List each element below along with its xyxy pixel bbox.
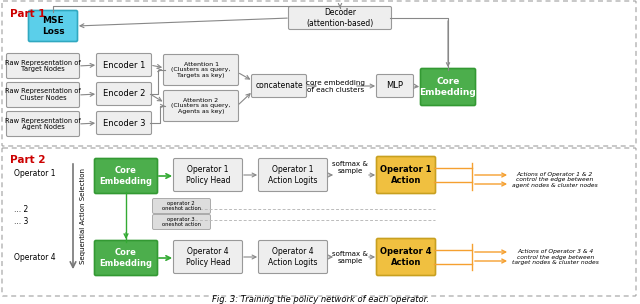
FancyBboxPatch shape	[420, 68, 476, 105]
FancyBboxPatch shape	[252, 74, 307, 98]
Text: operator 3
oneshot action: operator 3 oneshot action	[161, 216, 200, 227]
Text: Core
Embedding: Core Embedding	[420, 77, 476, 97]
Text: MSE
Loss: MSE Loss	[42, 16, 64, 36]
FancyBboxPatch shape	[95, 240, 157, 275]
Text: operator 2
oneshot action: operator 2 oneshot action	[161, 201, 200, 211]
Text: Core
Embedding: Core Embedding	[99, 248, 152, 268]
Text: Operator 1
Action Logits: Operator 1 Action Logits	[268, 165, 317, 185]
Text: Actions of Operator 3 & 4
control the edge between
target nodes & cluster nodes: Actions of Operator 3 & 4 control the ed…	[512, 249, 599, 265]
Text: Raw Representation of
Agent Nodes: Raw Representation of Agent Nodes	[5, 118, 81, 130]
FancyBboxPatch shape	[152, 199, 211, 213]
Text: Actions of Operator 1 & 2
control the edge between
agent nodes & cluster nodes: Actions of Operator 1 & 2 control the ed…	[512, 172, 598, 188]
FancyBboxPatch shape	[173, 240, 243, 274]
Text: Operator 4: Operator 4	[14, 254, 56, 262]
Text: Fig. 3: Training the policy network of each operator.: Fig. 3: Training the policy network of e…	[211, 295, 429, 303]
Text: MLP: MLP	[387, 81, 403, 91]
FancyBboxPatch shape	[97, 82, 152, 105]
Text: Attention 1
(Clusters as query,
Targets as key): Attention 1 (Clusters as query, Targets …	[172, 62, 230, 78]
Text: Operator 1
Policy Head: Operator 1 Policy Head	[186, 165, 230, 185]
FancyBboxPatch shape	[163, 91, 239, 122]
Text: Operator 4
Action: Operator 4 Action	[380, 247, 432, 267]
Text: Raw Representation of
Target Nodes: Raw Representation of Target Nodes	[5, 60, 81, 72]
Text: softmax &
sample: softmax & sample	[332, 251, 368, 264]
FancyBboxPatch shape	[259, 158, 328, 192]
Text: concatenate: concatenate	[255, 81, 303, 91]
Text: Decoder
(attention-based): Decoder (attention-based)	[307, 8, 374, 28]
Text: ... 3: ... 3	[14, 217, 28, 226]
Text: softmax &
sample: softmax & sample	[332, 161, 368, 174]
FancyBboxPatch shape	[6, 54, 79, 78]
Text: Operator 4
Policy Head: Operator 4 Policy Head	[186, 247, 230, 267]
Text: Raw Representation of
Cluster Nodes: Raw Representation of Cluster Nodes	[5, 88, 81, 102]
Text: Operator 1
Action: Operator 1 Action	[380, 165, 432, 185]
Text: Sequential Action Selection: Sequential Action Selection	[80, 168, 86, 264]
FancyBboxPatch shape	[259, 240, 328, 274]
Text: Encoder 2: Encoder 2	[103, 89, 145, 98]
Text: Operator 1: Operator 1	[14, 170, 56, 178]
FancyBboxPatch shape	[97, 54, 152, 77]
FancyBboxPatch shape	[376, 157, 435, 194]
Text: Part 2: Part 2	[10, 155, 45, 165]
Text: Core
Embedding: Core Embedding	[99, 166, 152, 186]
FancyBboxPatch shape	[95, 158, 157, 194]
FancyBboxPatch shape	[97, 112, 152, 134]
Text: Encoder 3: Encoder 3	[103, 119, 145, 127]
Text: core embedding
of each clusters: core embedding of each clusters	[307, 80, 365, 92]
FancyBboxPatch shape	[163, 54, 239, 85]
FancyBboxPatch shape	[29, 11, 77, 42]
Text: Encoder 1: Encoder 1	[103, 60, 145, 70]
Text: Operator 4
Action Logits: Operator 4 Action Logits	[268, 247, 317, 267]
Text: ... 2: ... 2	[14, 206, 28, 215]
Text: Part 1: Part 1	[10, 9, 45, 19]
FancyBboxPatch shape	[6, 82, 79, 108]
Text: Attention 2
(Clusters as query,
Agents as key): Attention 2 (Clusters as query, Agents a…	[172, 98, 230, 114]
FancyBboxPatch shape	[152, 215, 211, 230]
FancyBboxPatch shape	[173, 158, 243, 192]
FancyBboxPatch shape	[6, 112, 79, 136]
FancyBboxPatch shape	[376, 74, 413, 98]
FancyBboxPatch shape	[289, 6, 392, 29]
FancyBboxPatch shape	[376, 239, 435, 275]
